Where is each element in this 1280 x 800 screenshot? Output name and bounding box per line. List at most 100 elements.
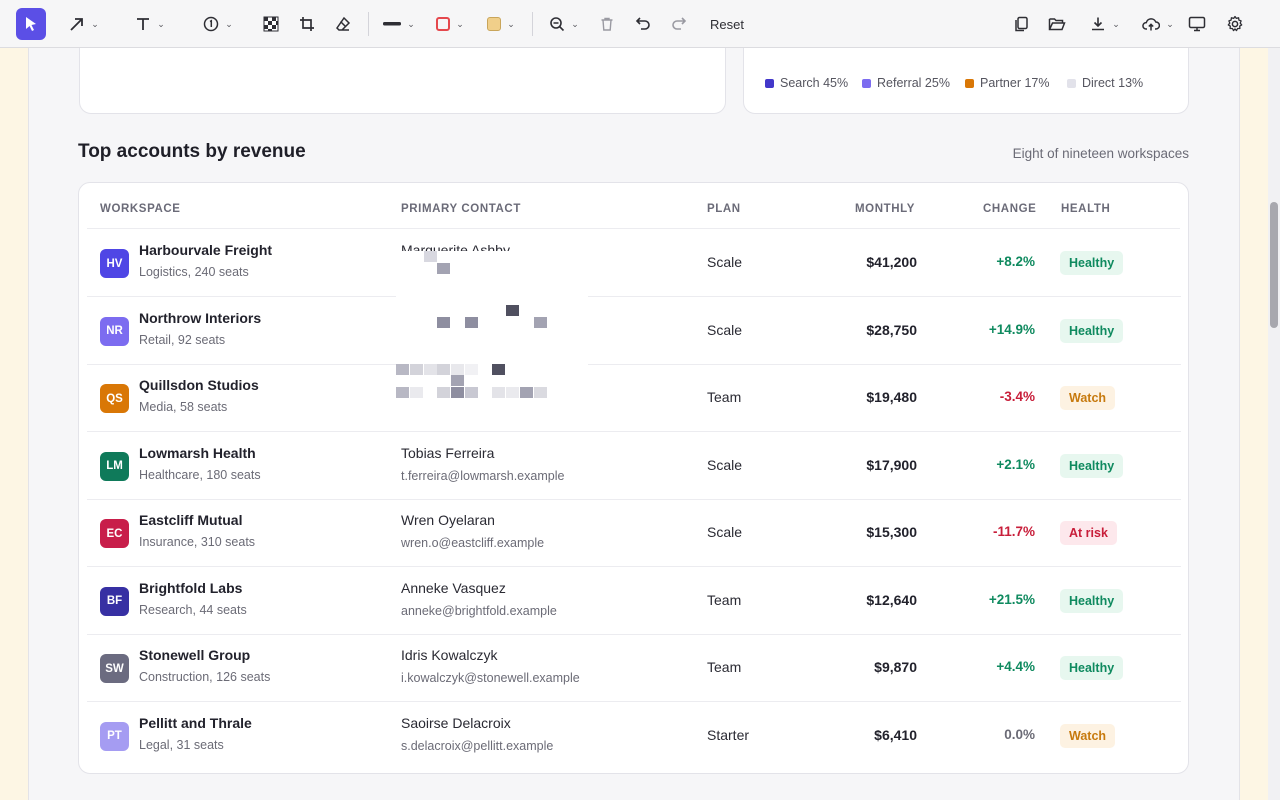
line-width-icon: [383, 22, 402, 26]
redo-icon: [672, 17, 687, 30]
workspace-name[interactable]: Brightfold Labs: [139, 579, 243, 596]
legend-label: Search 45%: [780, 76, 849, 90]
legend-swatch: [1067, 78, 1076, 88]
redo-button[interactable]: [664, 8, 694, 40]
workspace-avatar: LM: [100, 451, 129, 481]
redaction-pixel: [534, 387, 547, 398]
redaction-pixel: [451, 387, 464, 398]
numbered-circle-icon: [203, 16, 219, 32]
chevron-down-icon: ⌄: [1112, 18, 1120, 29]
monthly-revenue: $12,640: [866, 591, 917, 608]
contact-email[interactable]: i.kowalczyk@stonewell.example: [401, 671, 580, 685]
column-header-change[interactable]: CHANGE: [983, 203, 1037, 215]
revenue-change: +2.1%: [996, 456, 1035, 472]
diagonal-arrow-icon: [70, 18, 84, 31]
eraser-icon: [336, 16, 351, 31]
column-header-monthly[interactable]: MONTHLY: [855, 203, 915, 215]
upload-button[interactable]: ⌄: [1134, 8, 1182, 40]
open-file-button[interactable]: [1042, 8, 1072, 40]
plan-cell: Team: [707, 389, 742, 405]
monthly-revenue: $28,750: [866, 321, 917, 338]
copy-button[interactable]: [1006, 8, 1036, 40]
contact-email[interactable]: t.ferreira@lowmarsh.example: [401, 468, 565, 483]
vertical-scrollbar[interactable]: [1268, 48, 1280, 800]
table-row[interactable]: NR Northrow Interiors Retail, 92 seats Scal…: [87, 297, 1181, 365]
table-row[interactable]: EC Eastcliff Mutual Insurance, 310 seats Wr…: [87, 499, 1181, 567]
workspace-name[interactable]: Quillsdon Studios: [139, 377, 259, 393]
workspace-name[interactable]: Northrow Interiors: [139, 309, 262, 326]
revenue-change: +8.2%: [996, 254, 1035, 269]
fill-color-button[interactable]: ⌄: [480, 8, 522, 40]
health-badge: Healthy: [1060, 453, 1124, 478]
zoom-button[interactable]: ⌄: [542, 8, 586, 40]
revenue-change: +21.5%: [988, 591, 1035, 607]
workspace-name[interactable]: Stonewell Group: [139, 647, 251, 663]
plan-cell: Team: [707, 659, 742, 675]
scrollbar-thumb[interactable]: [1270, 202, 1278, 328]
contact-name: Tobias Ferreira: [401, 444, 495, 461]
plan-cell: Scale: [707, 524, 743, 540]
redaction-pixel: [424, 364, 437, 375]
contact-email[interactable]: anneke@brightfold.example: [401, 603, 557, 618]
legend-label: Partner 17%: [980, 76, 1050, 90]
plan-cell: Scale: [707, 321, 743, 338]
workspace-name[interactable]: Harbourvale Freight: [139, 242, 273, 258]
reset-button[interactable]: Reset: [710, 16, 744, 32]
page-margin-left: [0, 48, 28, 800]
workspace-name[interactable]: Lowmarsh Health: [139, 444, 256, 461]
workspace-meta: Construction, 126 seats: [139, 670, 271, 684]
column-header-contact[interactable]: PRIMARY CONTACT: [401, 203, 521, 215]
column-header-health[interactable]: HEALTH: [1061, 203, 1111, 215]
table-row[interactable]: HV Harbourvale Freight Logistics, 240 seat…: [87, 229, 1181, 297]
workspace-name[interactable]: Eastcliff Mutual: [139, 512, 243, 528]
settings-button[interactable]: [1220, 8, 1250, 40]
table-row[interactable]: LM Lowmarsh Health Healthcare, 180 seats To…: [87, 432, 1181, 500]
plan-cell: Starter: [707, 726, 750, 743]
present-button[interactable]: [1182, 8, 1212, 40]
monthly-revenue: $19,480: [866, 389, 917, 405]
workspace-meta: Logistics, 240 seats: [139, 265, 249, 279]
eraser-tool-button[interactable]: [328, 8, 358, 40]
line-width-button[interactable]: ⌄: [378, 8, 420, 40]
select-tool-button[interactable]: [16, 8, 46, 40]
fill-color-icon: [487, 17, 502, 31]
contact-email[interactable]: s.delacroix@pellitt.example: [401, 738, 554, 753]
redaction-pixel: [465, 387, 478, 398]
monitor-icon: [1188, 16, 1206, 32]
workspace-meta: Legal, 31 seats: [139, 737, 224, 752]
revenue-change: -11.7%: [992, 524, 1035, 539]
redaction-pixel: [520, 387, 533, 398]
legend-item-referral: Referral 25%: [862, 76, 950, 90]
arrow-tool-button[interactable]: ⌄: [56, 8, 112, 40]
pixelate-tool-button[interactable]: [256, 8, 286, 40]
column-header-workspace[interactable]: WORKSPACE: [100, 203, 181, 215]
table-row[interactable]: PT Pellitt and Thrale Legal, 31 seats Saoir…: [87, 702, 1181, 770]
monthly-revenue: $15,300: [866, 524, 917, 540]
stroke-color-button[interactable]: ⌄: [430, 8, 470, 40]
text-tool-button[interactable]: ⌄: [122, 8, 178, 40]
contact-name: Anneke Vasquez: [401, 579, 506, 596]
workspace-meta: Research, 44 seats: [139, 602, 247, 617]
monthly-revenue: $41,200: [866, 254, 917, 270]
contact-name: Idris Kowalczyk: [401, 647, 498, 663]
column-header-plan[interactable]: PLAN: [707, 203, 741, 215]
undo-button[interactable]: [628, 8, 658, 40]
step-tool-button[interactable]: ⌄: [190, 8, 246, 40]
chart-card-partial: [79, 48, 726, 114]
redaction-pixel: [410, 387, 423, 398]
crop-tool-button[interactable]: [292, 8, 322, 40]
redaction-pixel: [451, 364, 464, 375]
delete-button[interactable]: [592, 8, 622, 40]
download-button[interactable]: ⌄: [1082, 8, 1128, 40]
table-row[interactable]: SW Stonewell Group Construction, 126 seats…: [87, 634, 1181, 702]
traffic-sources-card: Search 45% Referral 25% Partner 17% Dire…: [743, 48, 1189, 114]
crop-icon: [300, 17, 314, 31]
redaction-pixel: [534, 317, 547, 328]
table-row[interactable]: BF Brightfold Labs Research, 44 seats Annek…: [87, 567, 1181, 635]
monthly-revenue: $17,900: [866, 456, 917, 473]
revenue-change: 0.0%: [1004, 726, 1035, 742]
workspace-name[interactable]: Pellitt and Thrale: [139, 714, 252, 731]
table-row[interactable]: QS Quillsdon Studios Media, 58 seats Team $1…: [87, 364, 1181, 432]
workspace-meta: Media, 58 seats: [139, 400, 228, 414]
contact-email[interactable]: wren.o@eastcliff.example: [401, 536, 545, 550]
